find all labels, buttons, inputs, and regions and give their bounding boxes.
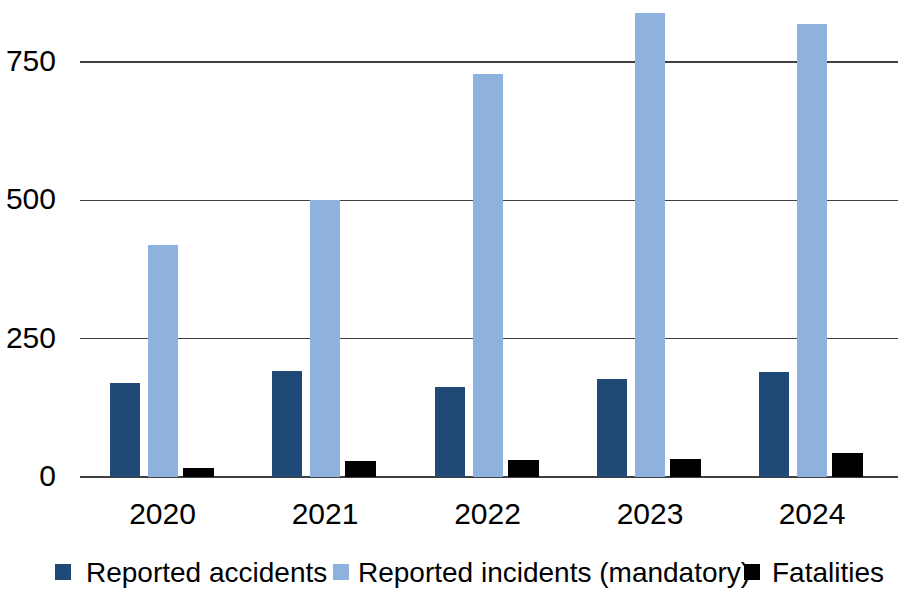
y-axis-tick-label-750: 750 <box>0 46 56 76</box>
y-axis-tick-label-500: 500 <box>0 184 56 214</box>
bar-fatalities-2021 <box>345 461 376 477</box>
bar-reported-incidents-mandatory-2023 <box>635 13 665 477</box>
bar-reported-incidents-mandatory-2020 <box>148 245 178 477</box>
bar-group-2023 <box>597 13 701 477</box>
x-axis-tick-label-2020: 2020 <box>98 499 228 529</box>
y-axis-tick-label-0: 0 <box>0 461 56 491</box>
bar-fatalities-2023 <box>670 459 701 477</box>
grouped-bar-chart: 0 250 500 750 2020 2021 2022 2023 2024 Reported… <box>0 0 898 595</box>
bar-group-2020 <box>110 245 214 477</box>
bar-reported-incidents-mandatory-2024 <box>797 24 827 477</box>
bar-reported-accidents-2023 <box>597 379 627 477</box>
x-axis-tick-label-2022: 2022 <box>423 499 553 529</box>
x-axis-tick-label-2023: 2023 <box>585 499 715 529</box>
bar-fatalities-2020 <box>183 468 214 477</box>
bar-reported-accidents-2024 <box>759 372 789 477</box>
bar-reported-accidents-2021 <box>272 371 302 477</box>
legend-label-reported-incidents-mandatory: Reported incidents (mandatory) <box>358 559 750 587</box>
bar-group-2024 <box>759 24 863 477</box>
bar-reported-incidents-mandatory-2021 <box>310 200 340 477</box>
bar-reported-accidents-2022 <box>435 387 465 477</box>
x-axis-tick-label-2024: 2024 <box>747 499 877 529</box>
legend-swatch-reported-accidents <box>55 564 71 580</box>
legend-label-reported-accidents: Reported accidents <box>86 559 327 587</box>
bar-reported-accidents-2020 <box>110 383 140 477</box>
bar-group-2022 <box>435 74 539 477</box>
x-axis-tick-label-2021: 2021 <box>260 499 390 529</box>
bar-reported-incidents-mandatory-2022 <box>473 74 503 477</box>
legend-label-fatalities: Fatalities <box>772 559 884 587</box>
legend-swatch-fatalities <box>744 564 760 580</box>
y-axis-tick-label-250: 250 <box>0 323 56 353</box>
bar-fatalities-2024 <box>832 453 863 477</box>
legend-swatch-reported-incidents-mandatory <box>333 564 349 580</box>
bar-fatalities-2022 <box>508 460 539 477</box>
bar-group-2021 <box>272 200 376 477</box>
